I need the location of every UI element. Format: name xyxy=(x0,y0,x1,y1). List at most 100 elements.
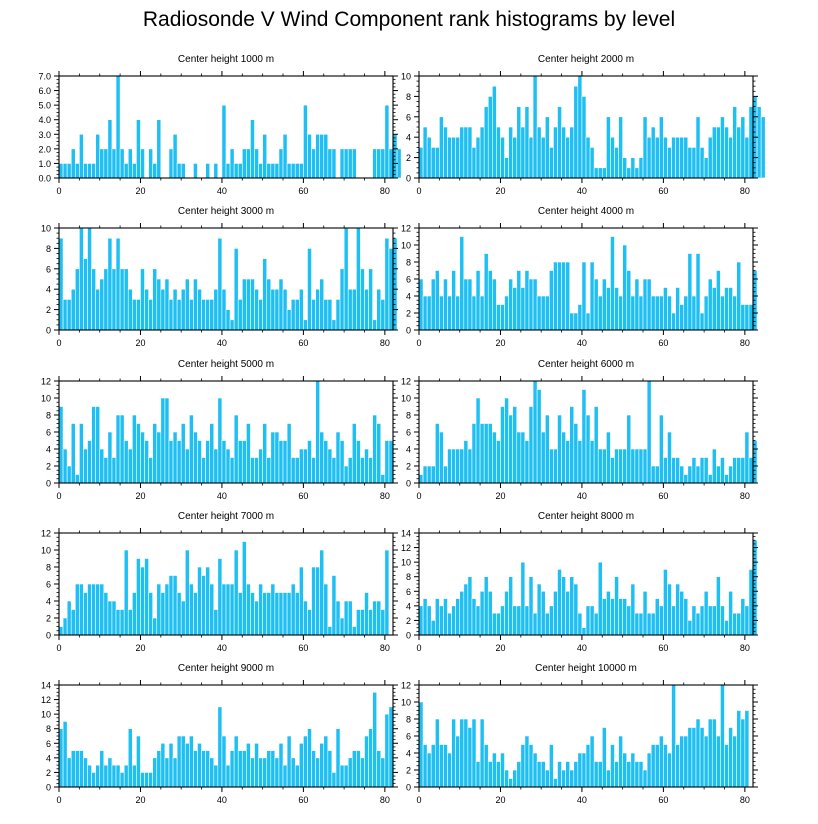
bar xyxy=(372,691,378,788)
bar xyxy=(671,605,676,636)
bar xyxy=(79,423,84,484)
bar xyxy=(62,163,68,179)
bar xyxy=(189,583,194,636)
bar xyxy=(675,136,680,179)
bar xyxy=(532,752,538,788)
bar xyxy=(732,457,738,484)
bar xyxy=(601,167,607,179)
bar xyxy=(549,448,554,484)
y-tick-label: 8 xyxy=(46,563,51,573)
x-tick-label: 0 xyxy=(416,186,421,196)
bar xyxy=(487,270,493,331)
bar xyxy=(418,278,424,331)
bar xyxy=(164,757,170,788)
bar xyxy=(132,299,137,331)
bar xyxy=(703,735,709,788)
x-tick-label: 80 xyxy=(380,186,390,196)
bar xyxy=(58,728,64,788)
bar xyxy=(447,612,452,636)
bar xyxy=(630,295,636,331)
bar xyxy=(266,163,272,179)
bar xyxy=(675,287,680,331)
bar xyxy=(123,764,129,788)
bar xyxy=(229,148,235,179)
bar xyxy=(74,750,80,788)
bar xyxy=(360,457,365,484)
bar xyxy=(744,605,750,636)
bar xyxy=(66,757,72,788)
bar xyxy=(650,612,656,636)
bar xyxy=(315,133,320,179)
bar xyxy=(544,769,550,788)
bar xyxy=(193,431,198,484)
bar xyxy=(95,288,101,331)
bar xyxy=(736,612,742,636)
x-tick-label: 20 xyxy=(495,491,505,501)
y-tick-label: 2 xyxy=(406,309,411,319)
bar xyxy=(339,268,345,331)
bar xyxy=(119,609,125,636)
bar xyxy=(172,575,178,636)
bar xyxy=(323,133,329,179)
bar xyxy=(119,268,125,331)
bar xyxy=(557,414,562,484)
bar xyxy=(368,609,373,636)
bar xyxy=(471,718,477,788)
bar xyxy=(422,295,428,331)
bar xyxy=(573,423,579,484)
bar xyxy=(205,566,211,636)
bar xyxy=(683,598,689,636)
x-tick-label: 80 xyxy=(740,338,750,348)
bar xyxy=(683,295,689,331)
bar xyxy=(756,106,762,179)
bar xyxy=(459,448,465,484)
y-tick-label: 10 xyxy=(401,698,411,708)
x-tick-label: 0 xyxy=(56,795,61,805)
bar xyxy=(569,126,575,179)
bar xyxy=(213,609,219,636)
x-tick-label: 40 xyxy=(577,186,587,196)
bar xyxy=(667,752,672,788)
panel-title: Center height 9000 m xyxy=(178,663,274,674)
bar xyxy=(91,583,96,636)
bar xyxy=(303,448,308,484)
bar xyxy=(479,590,485,636)
bar xyxy=(343,600,349,636)
bar xyxy=(589,147,595,179)
bar xyxy=(356,440,361,484)
bar xyxy=(172,757,178,788)
bar xyxy=(439,295,444,331)
bar xyxy=(601,598,607,636)
bar xyxy=(66,600,72,636)
y-tick-label: 0 xyxy=(46,479,51,489)
y-tick-label: 6 xyxy=(46,428,51,438)
bar xyxy=(380,299,386,331)
x-tick-label: 0 xyxy=(56,186,61,196)
bar xyxy=(463,440,469,484)
bar xyxy=(95,133,101,179)
bar xyxy=(250,757,255,788)
y-tick-label: 4 xyxy=(46,597,51,607)
bar xyxy=(74,583,80,636)
x-tick-label: 60 xyxy=(298,491,308,501)
bar xyxy=(176,592,182,636)
bar xyxy=(492,85,497,179)
bar xyxy=(492,752,497,788)
bar xyxy=(646,278,652,331)
x-tick-label: 60 xyxy=(298,795,308,805)
y-tick-label: 4 xyxy=(46,753,51,763)
y-tick-label: 4 xyxy=(406,133,411,143)
bar xyxy=(618,598,623,636)
bar xyxy=(176,440,182,484)
bar xyxy=(565,761,571,788)
bar xyxy=(180,423,186,484)
bar xyxy=(286,163,292,179)
bar xyxy=(327,299,333,331)
bar xyxy=(127,448,133,484)
bar xyxy=(720,116,725,179)
bar xyxy=(671,136,676,179)
y-tick-label: 10 xyxy=(41,224,51,234)
bar xyxy=(687,727,693,788)
bar xyxy=(201,457,206,484)
bar xyxy=(331,319,337,331)
